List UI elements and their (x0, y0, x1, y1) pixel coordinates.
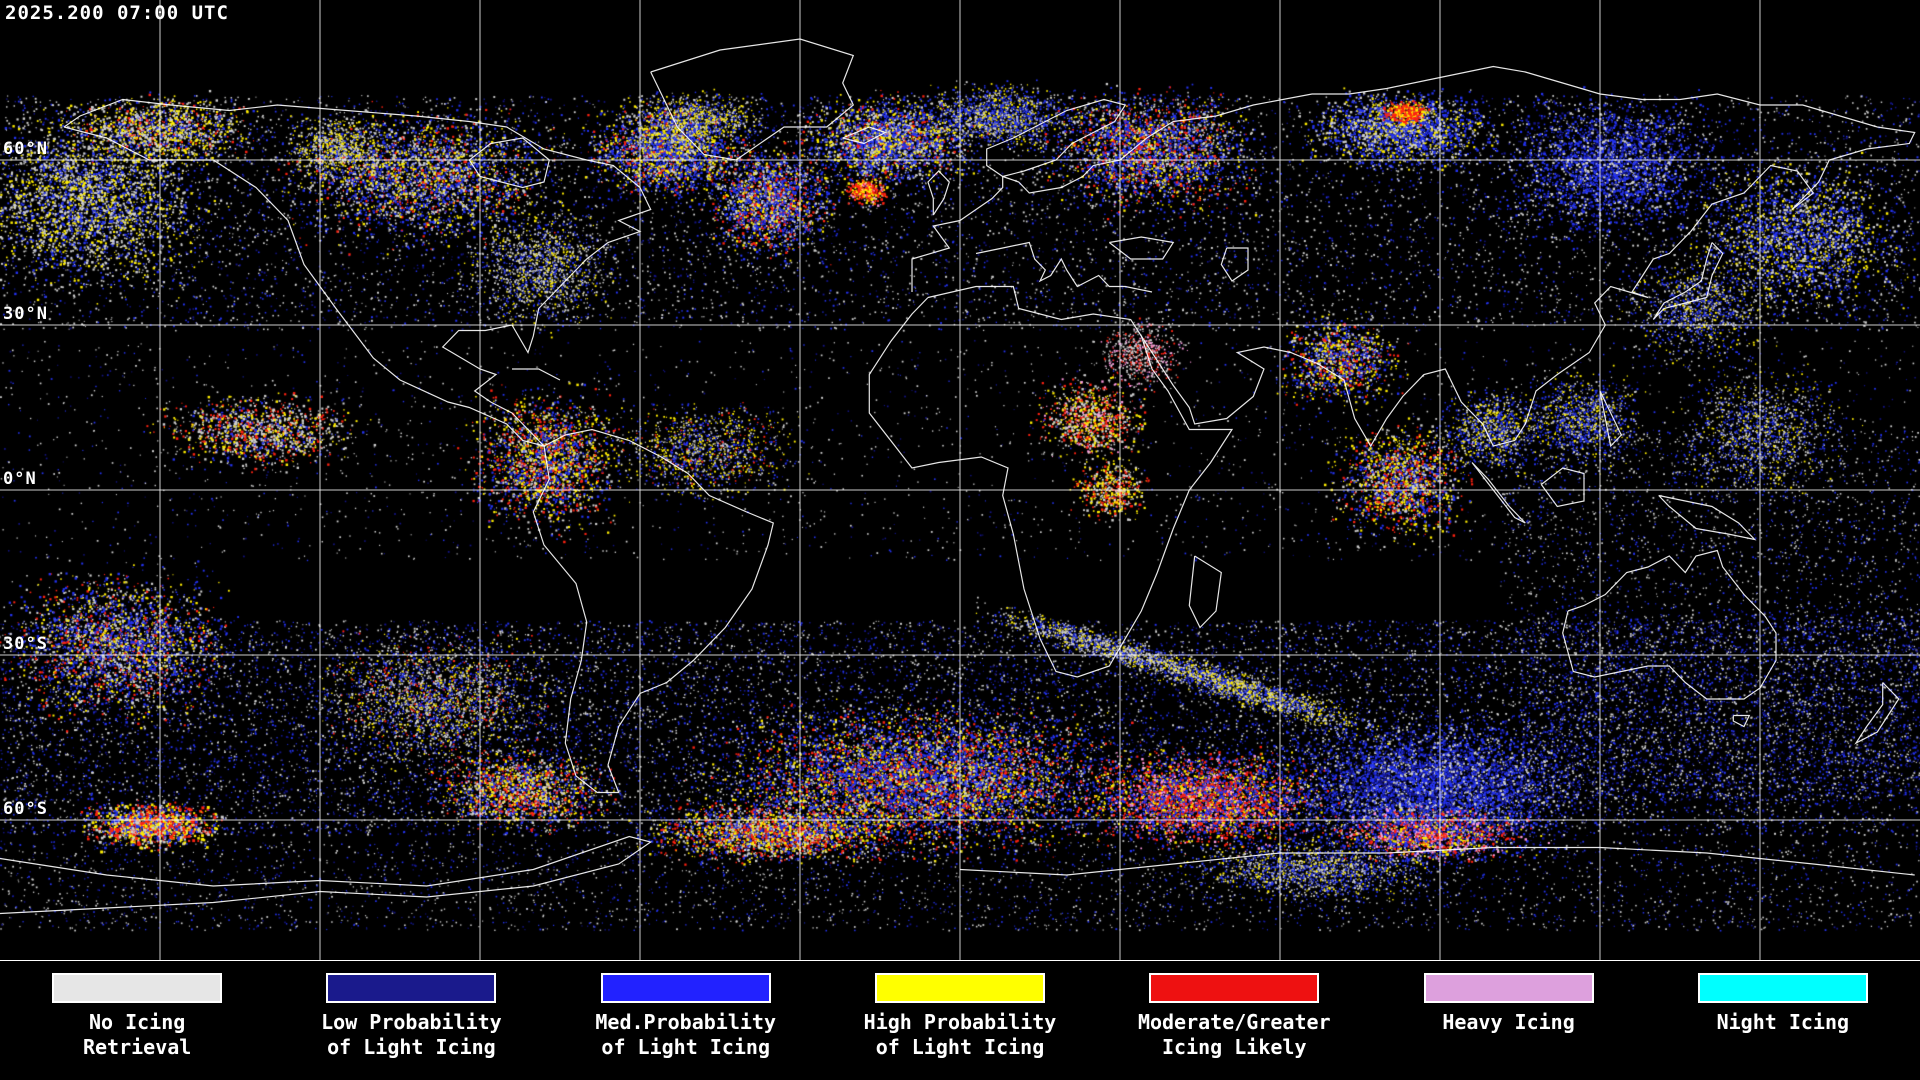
legend-item-no-icing: No Icing Retrieval (0, 973, 274, 1080)
legend-label-line1: High Probability (863, 1010, 1057, 1034)
legend-swatch-no-icing (52, 973, 223, 1003)
legend-label-high-probability: High Probability of Light Icing (864, 1010, 1057, 1060)
legend-label-line1: Low Probability (321, 1010, 502, 1034)
legend-label-line2: Icing Likely (1162, 1035, 1307, 1059)
legend-label-line1: Heavy Icing (1442, 1010, 1575, 1034)
legend-label-line2: of Light Icing (601, 1035, 770, 1059)
coastline-path (927, 170, 950, 216)
legend-label-low-probability: Low Probability of Light Icing (321, 1010, 502, 1060)
latitude-label-30n: 30°N (3, 304, 48, 324)
legend-label-med-probability: Med.Probability of Light Icing (595, 1010, 776, 1060)
coastline-path (532, 428, 775, 794)
legend-swatch-low-probability (326, 973, 497, 1003)
latlon-grid (0, 0, 1920, 960)
coastline-path (842, 126, 887, 145)
legend-item-moderate-greater: Moderate/Greater Icing Likely (1097, 973, 1371, 1080)
coastline-path (1108, 236, 1175, 260)
legend-swatch-heavy-icing (1423, 973, 1594, 1003)
coastline-path (1562, 549, 1777, 700)
coastline-path (1658, 494, 1757, 541)
latitude-label-30s: 30°S (3, 634, 48, 654)
legend-label-line1: Med.Probability (595, 1010, 777, 1034)
coastline-path (1854, 682, 1900, 745)
coastline-path (868, 285, 1234, 678)
coastline-path (1119, 65, 1916, 448)
coastline-path (1471, 462, 1526, 524)
legend-label-moderate-greater: Moderate/Greater Icing Likely (1138, 1010, 1331, 1060)
legend: No Icing Retrieval Low Probability of Li… (0, 961, 1920, 1080)
legend-label-line1: Moderate/Greater (1137, 1010, 1331, 1034)
timestamp: 2025.200 07:00 UTC (5, 2, 229, 24)
legend-label-line2: of Light Icing (875, 1035, 1045, 1059)
coastlines (0, 38, 1916, 915)
legend-item-low-probability: Low Probability of Light Icing (274, 973, 548, 1080)
coastline-path (1732, 714, 1751, 728)
coastline-path (986, 98, 1127, 178)
legend-swatch-med-probability (600, 973, 771, 1003)
legend-item-heavy-icing: Heavy Icing (1371, 973, 1645, 1080)
legend-label-line2: of Light Icing (327, 1035, 496, 1059)
icing-map: 2025.200 07:00 UTC 60°N 30°N 0°N 30°S 60… (0, 0, 1920, 961)
legend-item-med-probability: Med.Probability of Light Icing (549, 973, 823, 1080)
legend-swatch-moderate-greater (1149, 973, 1320, 1003)
coastline-path (1540, 467, 1585, 508)
legend-label-line1: Night Icing (1716, 1010, 1850, 1034)
legend-item-night-icing: Night Icing (1646, 973, 1920, 1080)
coastline-path (1652, 242, 1724, 320)
map-overlay (0, 0, 1920, 960)
legend-label-heavy-icing: Heavy Icing (1442, 1010, 1574, 1035)
coastline-path (1220, 247, 1249, 282)
coastline-path (650, 38, 855, 161)
legend-swatch-high-probability (874, 973, 1045, 1003)
coastline-path (0, 835, 653, 915)
coastline-path (63, 98, 652, 448)
legend-label-no-icing: No Icing Retrieval (83, 1010, 191, 1060)
latitude-label-60s: 60°S (3, 799, 48, 819)
coastline-path (975, 241, 1153, 293)
legend-swatch-night-icing (1697, 973, 1868, 1003)
latitude-label-0n: 0°N (3, 469, 37, 489)
coastline-path (911, 159, 1121, 292)
coastline-path (468, 137, 550, 189)
coastline-path (512, 368, 561, 381)
coastline-path (959, 846, 1915, 876)
coastline-path (1188, 555, 1222, 629)
coastline-path (1599, 390, 1623, 448)
legend-label-line1: No Icing (88, 1010, 186, 1034)
latitude-label-60n: 60°N (3, 139, 48, 159)
legend-label-line2: Retrieval (82, 1035, 192, 1059)
legend-label-night-icing: Night Icing (1717, 1010, 1849, 1035)
legend-item-high-probability: High Probability of Light Icing (823, 973, 1097, 1080)
